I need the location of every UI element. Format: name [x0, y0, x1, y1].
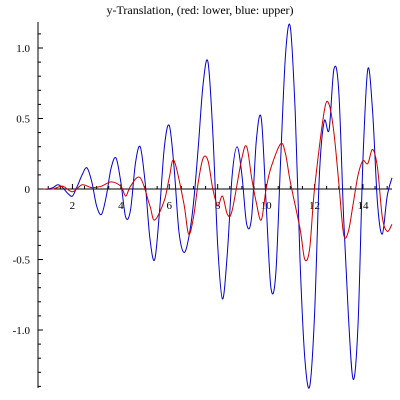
- x-tick-label: 12: [309, 200, 320, 212]
- y-tick-label: 1.0: [16, 43, 30, 55]
- y-tick-label: 0.5: [16, 114, 30, 126]
- chart-title: y-Translation, (red: lower, blue: upper): [106, 3, 294, 17]
- x-tick-label: 14: [357, 200, 369, 212]
- series-line-blue: [43, 23, 393, 389]
- x-tick-label: 2: [70, 200, 76, 212]
- y-tick-label: -0.5: [13, 255, 31, 267]
- y-tick-label: -1.0: [13, 325, 31, 337]
- series-line-red: [43, 100, 393, 262]
- x-tick-label: 6: [167, 200, 173, 212]
- y-tick-label: 0: [25, 184, 31, 196]
- x-tick-label: 4: [118, 200, 124, 212]
